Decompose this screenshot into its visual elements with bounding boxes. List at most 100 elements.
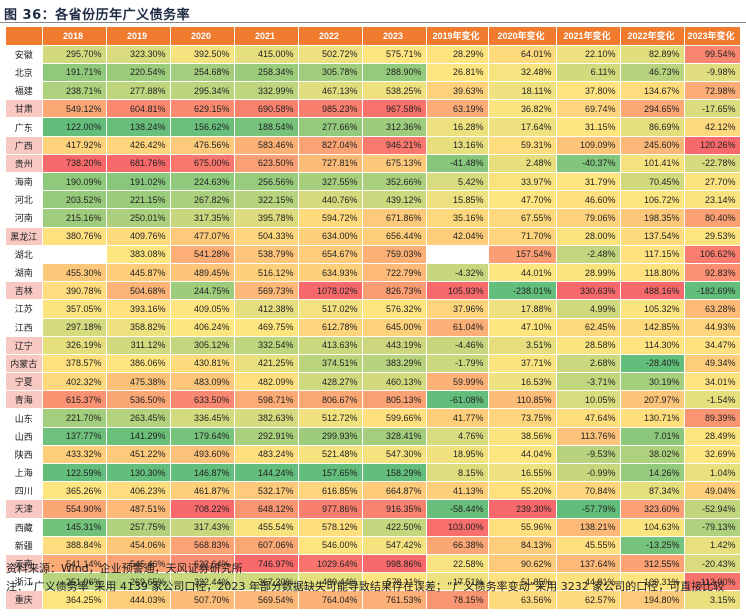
value-cell: 576.32% (362, 299, 427, 319)
value-cell: 297.18% (42, 318, 107, 337)
value-cell: 18.11% (488, 81, 557, 101)
value-cell: 323.60% (620, 499, 685, 519)
value-cell: 634.00% (298, 227, 363, 246)
value-cell: 330.63% (556, 281, 621, 301)
value-cell: 328.41% (362, 427, 427, 446)
footnote: 注：“广义债务率”采用 4139 家公司口径，2023 年部分数据缺失可能导致结… (6, 580, 725, 593)
value-cell: 23.14% (684, 190, 741, 210)
value-cell: 568.83% (170, 536, 235, 555)
value-cell: -182.69% (684, 281, 741, 301)
value-cell: 221.15% (106, 190, 171, 210)
value-cell: 38.56% (488, 427, 557, 446)
value-cell: 521.48% (298, 445, 363, 465)
value-cell: -17.65% (684, 99, 741, 119)
value-cell: 378.57% (42, 354, 107, 374)
value-cell: 615.37% (42, 390, 107, 410)
value-cell: 764.04% (298, 590, 363, 610)
value-cell: 759.03% (362, 245, 427, 264)
value-cell: 292.91% (234, 427, 299, 446)
value-cell: 806.67% (298, 390, 363, 410)
value-cell: 487.51% (106, 499, 171, 519)
table-row: 福建 238.71% 277.88% 295.34% 332.99% 467.13% 538… (6, 81, 741, 101)
value-cell: 62.57% (556, 590, 621, 610)
value-cell: 215.16% (42, 208, 107, 228)
value-cell: 86.69% (620, 117, 685, 137)
province-cell: 山西 (6, 427, 43, 446)
column-header: 2018 (42, 27, 107, 46)
value-cell: 105.93% (426, 281, 489, 301)
value-cell: 545.46% (106, 554, 171, 574)
table-row: 新疆 388.84% 454.06% 568.83% 607.06% 546.00% 547… (6, 536, 741, 555)
value-cell: 114.30% (620, 336, 685, 355)
value-cell: 44.81% (556, 572, 621, 592)
value-cell: -238.01% (488, 281, 557, 301)
column-header: 2019年变化 (426, 27, 489, 46)
value-cell: 146.87% (170, 463, 235, 483)
value-cell: 622.64% (170, 554, 235, 574)
value-cell: 16.53% (488, 372, 557, 392)
value-cell: 827.04% (298, 136, 363, 155)
province-cell: 新疆 (6, 536, 43, 555)
value-cell: 454.06% (106, 536, 171, 555)
value-cell: 612.78% (298, 318, 363, 337)
province-cell: 宁夏 (6, 372, 43, 392)
value-cell (42, 245, 107, 264)
value-cell: 475.38% (106, 372, 171, 392)
value-cell: 1.42% (684, 536, 741, 555)
table-row: 青海 615.37% 536.50% 633.50% 598.71% 806.67% 805… (6, 390, 741, 410)
table-row: 上海 122.59% 130.30% 146.87% 144.24% 157.65% 158… (6, 463, 741, 483)
value-cell: 455.30% (42, 263, 107, 283)
value-cell: 194.80% (620, 590, 685, 610)
value-cell: 541.14% (42, 554, 107, 574)
value-cell: 73.75% (488, 408, 557, 428)
value-cell: 145.31% (42, 518, 107, 537)
value-cell: 460.13% (362, 372, 427, 392)
value-cell: -3.71% (556, 372, 621, 392)
value-cell: 44.04% (488, 445, 557, 465)
value-cell: 16.28% (426, 117, 489, 137)
province-cell: 江西 (6, 318, 43, 337)
value-cell: 37.96% (426, 299, 489, 319)
value-cell: 426.42% (106, 136, 171, 155)
column-header: 2022 (298, 27, 363, 46)
value-cell: 28.99% (556, 263, 621, 283)
value-cell: 221.70% (42, 408, 107, 428)
value-cell: 22.10% (556, 45, 621, 64)
value-cell: 142.85% (620, 318, 685, 337)
value-cell: 392.50% (170, 45, 235, 64)
value-cell: 546.00% (298, 536, 363, 555)
value-cell: -58.44% (426, 499, 489, 519)
value-cell: 39.63% (426, 81, 489, 101)
province-cell: 海南 (6, 172, 43, 192)
value-cell: 727.81% (298, 154, 363, 174)
value-cell: 502.72% (298, 45, 363, 64)
value-cell: 469.75% (234, 318, 299, 337)
value-cell: 99.54% (684, 45, 741, 64)
value-cell: 32.48% (488, 63, 557, 83)
value-cell: 493.60% (170, 445, 235, 465)
value-cell: 28.49% (684, 427, 741, 446)
province-cell: 山东 (6, 408, 43, 428)
value-cell: 575.71% (362, 45, 427, 64)
province-cell: 吉林 (6, 281, 43, 301)
value-cell: 417.92% (42, 136, 107, 155)
value-cell: 10.05% (556, 390, 621, 410)
value-cell: 322.44% (170, 572, 235, 592)
province-cell: 湖南 (6, 263, 43, 283)
value-cell: 1029.64% (298, 554, 363, 574)
value-cell: 188.54% (234, 117, 299, 137)
table-row: 云南 541.14% 545.46% 622.64% 746.97% 1029.64% 99… (6, 554, 741, 574)
value-cell: 22.58% (426, 554, 489, 574)
table-header-row: 2018 2019 2020 2021 2022 2023 2019年变化 2020年变化 20… (6, 27, 741, 46)
value-cell: 483.24% (234, 445, 299, 465)
value-cell: 49.04% (684, 481, 741, 501)
value-cell: 59.31% (488, 136, 557, 155)
value-cell: 257.75% (106, 518, 171, 537)
table-row: 内蒙古 378.57% 386.06% 430.81% 421.25% 374.51% 38… (6, 354, 741, 374)
value-cell: 305.78% (298, 63, 363, 83)
value-cell: 37.71% (488, 354, 557, 374)
value-cell: 31.79% (556, 172, 621, 192)
value-cell: 238.71% (42, 81, 107, 101)
value-cell: 516.12% (234, 263, 299, 283)
province-cell: 四川 (6, 481, 43, 501)
